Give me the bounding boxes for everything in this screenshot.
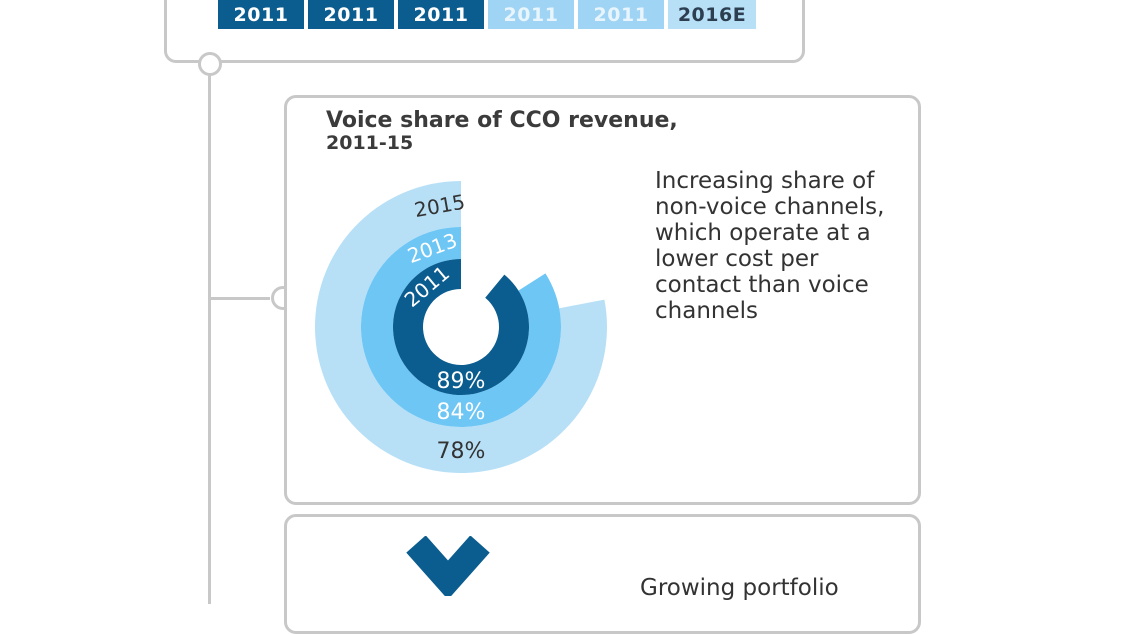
value-label-2013: 84% bbox=[437, 400, 486, 425]
next-card-text: Growing portfolio bbox=[640, 575, 839, 601]
chart-title: Voice share of CCO revenue, 2011-15 bbox=[326, 108, 706, 154]
ring-2015 bbox=[315, 181, 607, 474]
next-card bbox=[284, 514, 921, 634]
chart-subtitle: 2011-15 bbox=[326, 132, 414, 154]
year-cell: 2016E bbox=[668, 0, 756, 29]
year-cell: 2011 bbox=[488, 0, 574, 29]
timeline-vertical-line bbox=[208, 64, 211, 604]
timeline-connector bbox=[208, 297, 270, 300]
year-cell: 2011 bbox=[308, 0, 394, 29]
chart-title-text: Voice share of CCO revenue, bbox=[326, 108, 678, 133]
ring-2011 bbox=[393, 259, 529, 395]
value-label-2011: 89% bbox=[437, 369, 486, 394]
chart-description: Increasing share of non-voice channels, … bbox=[655, 168, 885, 324]
year-cell: 2011 bbox=[218, 0, 304, 29]
year-strip: 2011 2011 2011 2011 2011 2016E bbox=[218, 0, 760, 29]
year-cell: 2011 bbox=[578, 0, 664, 29]
chevron-down-icon bbox=[406, 536, 490, 596]
timeline-node bbox=[198, 52, 222, 76]
year-cell: 2011 bbox=[398, 0, 484, 29]
ring-2013 bbox=[361, 227, 561, 427]
value-label-2015: 78% bbox=[437, 439, 486, 464]
